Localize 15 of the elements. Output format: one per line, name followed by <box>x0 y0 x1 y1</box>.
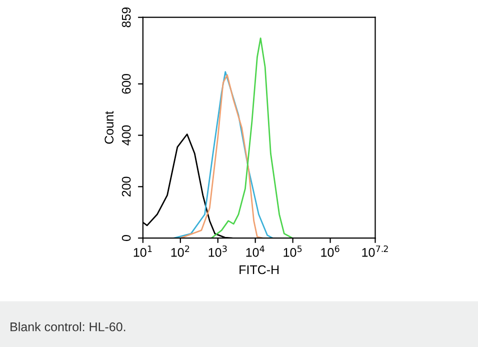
x-tick-label: 10$^{7.2}$ <box>362 245 388 257</box>
x-tick-label: 10$^{5}$ <box>284 246 302 257</box>
x-axis-title: FITC-H <box>240 265 279 274</box>
y-tick-label: 200 <box>122 176 131 196</box>
x-tick-label: 10$^{6}$ <box>321 245 340 257</box>
x-tick-label: 10$^{2}$ <box>171 245 190 257</box>
text: Blank control: HL-60. <box>10 322 126 332</box>
y-tick-label: 859 <box>122 8 131 28</box>
y-axis-title: Count <box>104 111 114 144</box>
y-tick-label: 400 <box>122 125 131 146</box>
y-tick-label: 600 <box>122 74 131 94</box>
x-tick-label: 10$^{4}$ <box>246 246 264 257</box>
x-tick-label: 10$^{1}$ <box>134 246 152 257</box>
y-tick-label: 0 <box>122 235 131 242</box>
x-tick-label: 10$^{3}$ <box>208 245 227 257</box>
